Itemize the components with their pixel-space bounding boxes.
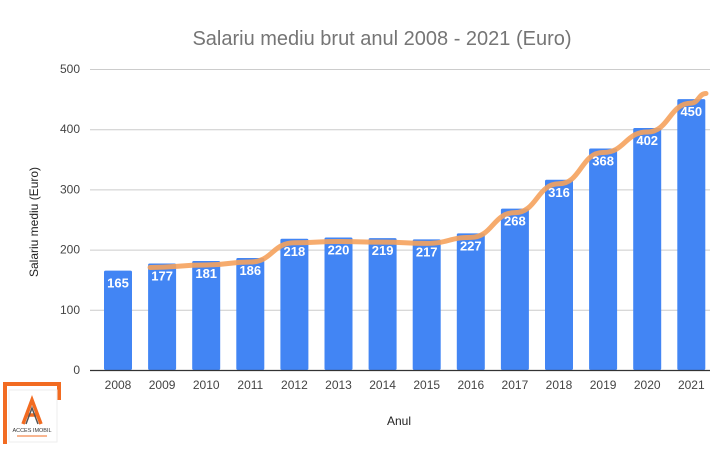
bar-value-label: 165: [107, 276, 129, 291]
x-tick-label: 2014: [369, 378, 396, 392]
y-tick-label: 500: [60, 62, 80, 76]
bar-2016: [456, 233, 485, 370]
y-tick-label: 0: [73, 363, 80, 377]
bar-value-label: 220: [328, 243, 350, 258]
logo-text: ACCES IMOBIL: [12, 428, 51, 434]
x-tick-label: 2008: [105, 378, 132, 392]
x-tick-label: 2019: [590, 378, 617, 392]
bar-2013: [324, 237, 353, 370]
bar-data-labels: 165 177 181 186 218 220 219 217 227 268 316 368 402 4…: [107, 104, 702, 291]
bar-value-label: 217: [416, 244, 438, 259]
y-tick-label: 300: [60, 182, 80, 196]
bar-2012: [280, 238, 309, 370]
bar-value-label: 316: [548, 185, 570, 200]
bar-2014: [368, 238, 397, 370]
bar-2015: [412, 239, 441, 370]
x-tick-label: 2013: [325, 378, 352, 392]
x-tick-label: 2020: [634, 378, 661, 392]
bar-value-label: 177: [151, 268, 173, 283]
acces-imobil-logo: ACCES IMOBIL: [3, 382, 61, 446]
x-tick-label: 2016: [457, 378, 484, 392]
bar-value-label: 181: [195, 266, 217, 281]
x-axis-ticks: 2008 2009 2010 2011 2012 2013 2014 2015 2016 2017…: [105, 378, 705, 392]
y-axis-ticks: 0 100 200 300 400 500: [60, 62, 80, 377]
y-tick-label: 200: [60, 243, 80, 257]
bar-value-label: 450: [680, 104, 702, 119]
bar-value-label: 218: [284, 244, 306, 259]
trend-line: [147, 90, 709, 270]
bar-value-label: 368: [592, 153, 614, 168]
bar-2021: [677, 99, 706, 370]
bar-2018: [545, 179, 573, 370]
x-tick-label: 2009: [149, 378, 176, 392]
x-tick-label: 2012: [281, 378, 308, 392]
bar-series: [104, 99, 706, 370]
bar-value-label: 186: [239, 263, 261, 278]
bar-2019: [589, 148, 618, 370]
logo-frame: [3, 382, 61, 444]
x-tick-label: 2015: [413, 378, 440, 392]
y-axis-title: Salariu mediu (Euro): [27, 167, 41, 277]
bar-2020: [633, 127, 662, 370]
x-tick-label: 2011: [237, 378, 263, 392]
y-tick-label: 400: [60, 122, 80, 136]
y-tick-label: 100: [60, 303, 80, 317]
bar-value-label: 227: [460, 238, 482, 253]
bar-value-label: 402: [636, 133, 658, 148]
bar-value-label: 268: [504, 214, 526, 229]
bar-2009: [148, 263, 177, 370]
bar-value-label: 219: [372, 243, 394, 258]
bar-2008: [104, 270, 132, 370]
x-axis-title: Anul: [387, 414, 411, 428]
x-tick-label: 2018: [546, 378, 573, 392]
bar-2011: [236, 258, 265, 370]
bar-2010: [192, 261, 221, 370]
x-tick-label: 2021: [678, 378, 705, 392]
x-tick-label: 2010: [193, 378, 220, 392]
chart-title: Salariu mediu brut anul 2008 - 2021 (Eur…: [192, 28, 571, 50]
x-tick-label: 2017: [502, 378, 529, 392]
bar-2017: [500, 208, 529, 370]
